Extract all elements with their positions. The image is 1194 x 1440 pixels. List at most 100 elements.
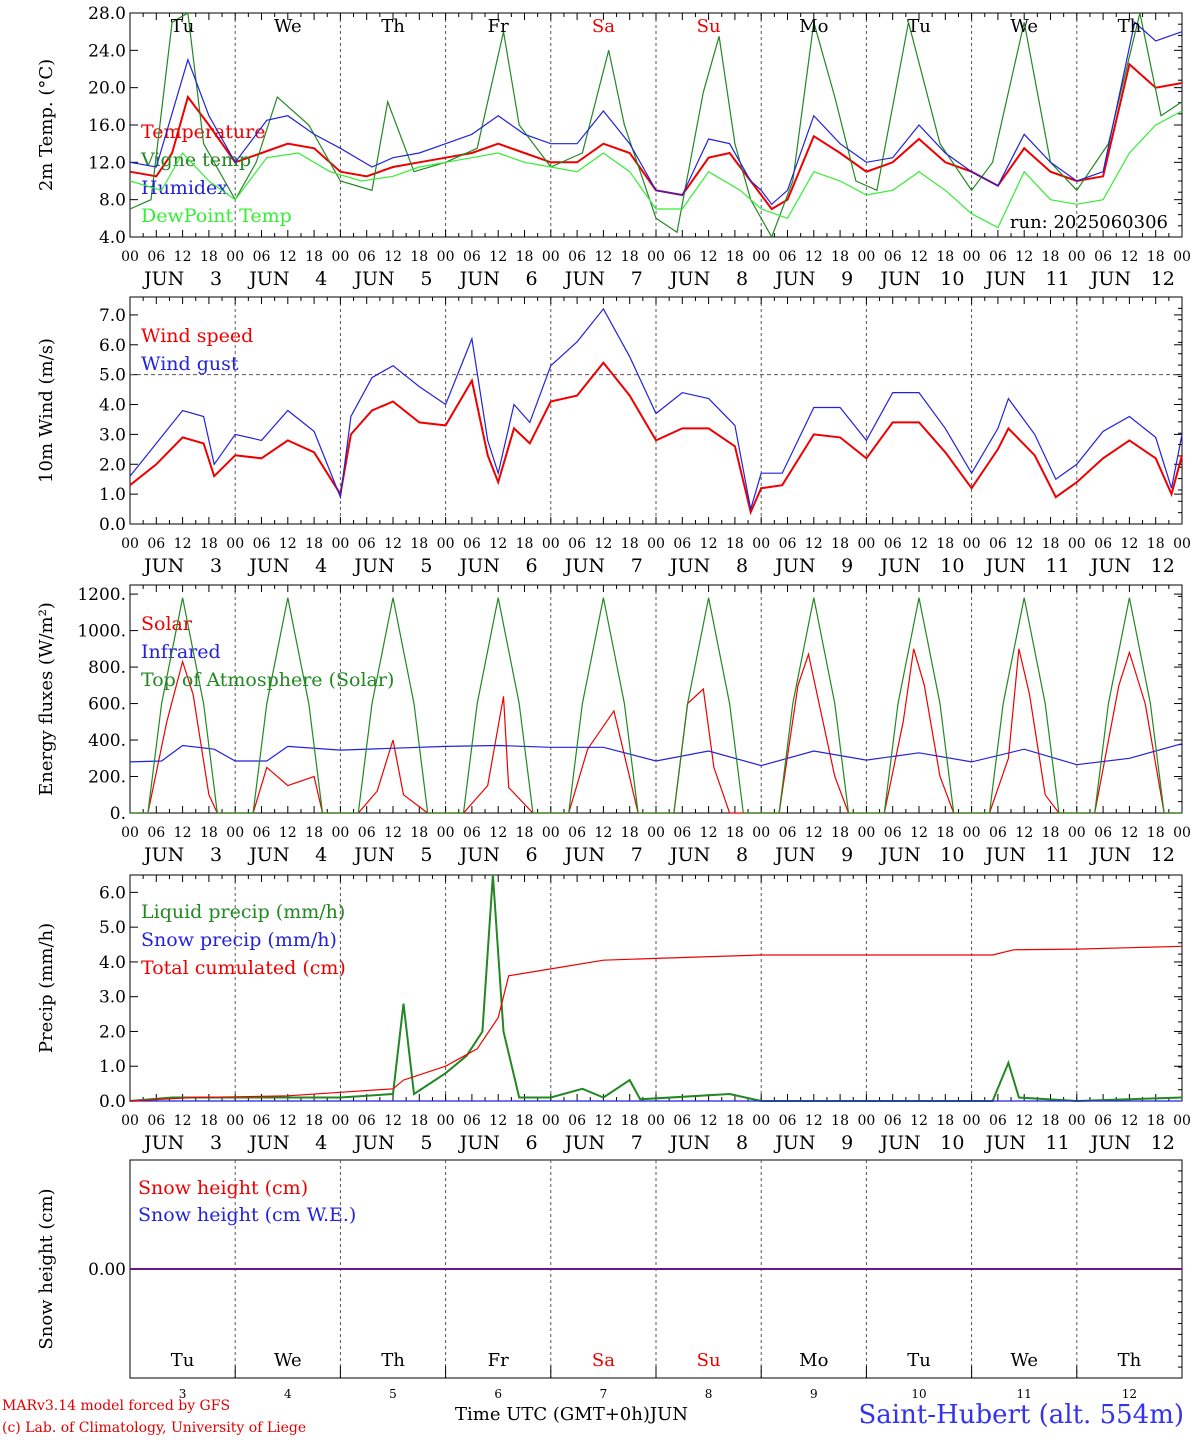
hour-tick-label: 00: [752, 1113, 770, 1129]
hour-tick-label: 18: [410, 536, 428, 552]
hour-tick-label: 12: [279, 1113, 297, 1129]
hour-tick-label: 12: [384, 1113, 402, 1129]
hour-tick-label: 00: [542, 249, 560, 265]
hour-tick-label: 00: [542, 825, 560, 841]
hour-tick-label: 00: [331, 1113, 349, 1129]
legend-solar: Solar: [141, 613, 193, 635]
hour-tick-label: 00: [1068, 249, 1086, 265]
hour-tick-label: 06: [779, 536, 797, 552]
weekday-label: Fr: [488, 1350, 509, 1371]
date-month-label: JUN: [773, 268, 815, 290]
hour-tick-label: 00: [542, 536, 560, 552]
hour-tick-label: 06: [253, 536, 271, 552]
date-day-label: 9: [841, 268, 853, 290]
panel-3-ytick-label: 1000.: [77, 622, 126, 642]
date-month-label: JUN: [984, 268, 1026, 290]
date-month-label: JUN: [247, 268, 289, 290]
panel-3-ytick-label: 400.: [88, 731, 126, 751]
series-line-top-of-atmosphere-solar-: [130, 597, 1182, 814]
hour-tick-label: 18: [726, 825, 744, 841]
date-day-label: 4: [315, 268, 327, 290]
date-month-label: JUN: [668, 1132, 710, 1154]
date-day-label: 8: [736, 844, 748, 866]
hour-tick-label: 06: [463, 536, 481, 552]
hour-tick-label: 18: [1147, 825, 1165, 841]
hour-tick-label: 00: [752, 249, 770, 265]
panel-1-ytick-label: 16.0: [88, 116, 126, 136]
weekday-label: Th: [1118, 16, 1142, 37]
hour-tick-label: 12: [489, 1113, 507, 1129]
weekday-label: Th: [381, 16, 405, 37]
panel-2-ytick-label: 5.0: [99, 366, 126, 386]
date-day-label: 7: [631, 268, 643, 290]
date-month-label: JUN: [352, 844, 394, 866]
hour-tick-label: 00: [121, 249, 139, 265]
hour-tick-label: 12: [700, 249, 718, 265]
panel-1-frame: [129, 12, 1183, 238]
legend-snow-precip-mm-h-: Snow precip (mm/h): [141, 929, 337, 951]
date-day-label: 8: [736, 555, 748, 577]
hour-tick-label: 06: [989, 249, 1007, 265]
date-month-label: JUN: [458, 268, 500, 290]
weekday-label: We: [274, 16, 302, 37]
hour-tick-label: 18: [1042, 1113, 1060, 1129]
hour-tick-label: 00: [647, 536, 665, 552]
hour-tick-label: 12: [1120, 249, 1138, 265]
date-month-label: JUN: [668, 844, 710, 866]
hour-tick-label: 06: [989, 536, 1007, 552]
hour-tick-label: 12: [594, 825, 612, 841]
date-day-label: 12: [1151, 844, 1175, 866]
hour-tick-label: 00: [857, 825, 875, 841]
hour-tick-label: 18: [831, 1113, 849, 1129]
hour-tick-label: 18: [1147, 1113, 1165, 1129]
hour-tick-label: 06: [884, 536, 902, 552]
bottom-day-number: 10: [911, 1387, 926, 1401]
hour-tick-label: 18: [410, 249, 428, 265]
date-day-label: 4: [315, 844, 327, 866]
hour-tick-label: 00: [752, 536, 770, 552]
hour-tick-label: 06: [358, 249, 376, 265]
hour-tick-label: 00: [963, 825, 981, 841]
date-day-label: 9: [841, 844, 853, 866]
hour-tick-label: 00: [857, 249, 875, 265]
date-day-label: 5: [420, 844, 432, 866]
hour-tick-label: 12: [1015, 825, 1033, 841]
hour-tick-label: 12: [910, 249, 928, 265]
date-month-label: JUN: [878, 1132, 920, 1154]
date-month-label: JUN: [1089, 268, 1131, 290]
hour-tick-label: 12: [384, 536, 402, 552]
weekday-label: Tu: [171, 16, 195, 37]
bottom-day-number: 3: [179, 1387, 187, 1401]
hour-tick-label: 00: [1173, 1113, 1191, 1129]
bottom-day-number: 9: [810, 1387, 818, 1401]
weekday-label: Mo: [799, 1350, 828, 1371]
legend-infrared: Infrared: [141, 641, 221, 663]
hour-tick-label: 12: [805, 1113, 823, 1129]
date-day-label: 7: [631, 1132, 643, 1154]
hour-tick-label: 06: [673, 249, 691, 265]
date-day-label: 7: [631, 555, 643, 577]
hour-tick-label: 12: [594, 1113, 612, 1129]
date-day-label: 5: [420, 268, 432, 290]
legend-snow-height-cm-w-e-: Snow height (cm W.E.): [138, 1204, 356, 1226]
date-month-label: JUN: [984, 555, 1026, 577]
hour-tick-label: 06: [147, 1113, 165, 1129]
hour-tick-label: 06: [463, 249, 481, 265]
hour-tick-label: 18: [936, 249, 954, 265]
date-month-label: JUN: [352, 555, 394, 577]
date-month-label: JUN: [984, 844, 1026, 866]
hour-tick-label: 06: [1094, 536, 1112, 552]
date-month-label: JUN: [984, 1132, 1026, 1154]
hour-tick-label: 12: [489, 825, 507, 841]
hour-tick-label: 18: [516, 1113, 534, 1129]
hour-tick-label: 12: [805, 249, 823, 265]
panel-5-ytick-label: 0.00: [88, 1260, 126, 1280]
hour-tick-label: 00: [331, 249, 349, 265]
hour-tick-label: 06: [253, 1113, 271, 1129]
hour-tick-label: 12: [174, 825, 192, 841]
hour-tick-label: 18: [410, 1113, 428, 1129]
date-month-label: JUN: [247, 844, 289, 866]
hour-tick-label: 06: [673, 825, 691, 841]
panel-2-ytick-label: 3.0: [99, 425, 126, 445]
date-month-label: JUN: [563, 555, 605, 577]
